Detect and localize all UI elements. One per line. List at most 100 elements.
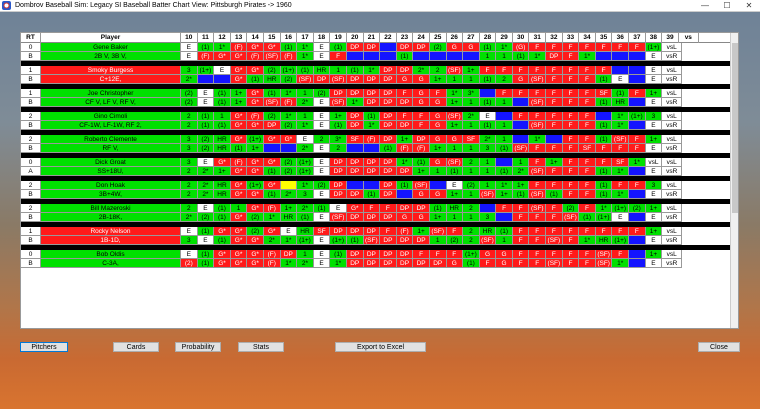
rt-cell: B (21, 259, 41, 268)
probability-button[interactable]: Probability (175, 342, 221, 352)
rt-cell: B (21, 98, 41, 107)
result-cell: F (612, 250, 630, 259)
table-row[interactable]: B RF V, 3 (2) HR (1) 1+ 2* E 2 (1) (F) (F) 1+ 1 1 3 (1) (S… (21, 144, 738, 153)
table-row[interactable]: B C+12E, 2* G* (1) HR (2) (SF) DP (SF) DP DP DP G G 1+ 1… (21, 75, 738, 84)
result-cell: F (595, 158, 613, 167)
result-cell: F (413, 112, 430, 121)
column-header: 34 (579, 33, 596, 43)
result-cell: DP (363, 98, 381, 107)
player-name-cell[interactable]: Smoky Burgess (41, 66, 181, 75)
table-row[interactable]: 1 Rocky Nelson E (1) G* G* (2) G* E HR SF DP DP DP F (F… (21, 227, 738, 236)
cards-button[interactable]: Cards (113, 342, 159, 352)
result-cell (496, 213, 513, 222)
result-cell: 1 (463, 213, 480, 222)
table-row[interactable]: B C-3A, (2) (1) G* G* G* (F) 1* 2* E 1* DP DP DP DP DP DP… (21, 259, 738, 268)
result-cell: (SF) (479, 236, 497, 245)
player-position-cell[interactable]: SS+18U, (41, 167, 181, 176)
result-cell: DP (396, 259, 414, 268)
table-row[interactable]: B 3B+4W, 2 2* HR G* G* (1) 2* 3 E DP DP (1) DP G G 1+ 1 (SF… (21, 190, 738, 199)
vs-cell: vsR (662, 121, 683, 130)
table-row[interactable]: 1 Joe Christopher (2) E (1) 1+ G* (1) 1* 1 (2) DP DP… (21, 89, 738, 98)
player-position-cell[interactable]: CF-1W, LF-1W, RF 2, (41, 121, 181, 130)
table-row[interactable]: 0 Dick Groat 3 E G* (F) G* G* (2) (1+) E DP DP DP DP 1*… (21, 158, 738, 167)
result-cell: F (595, 227, 613, 236)
scrollbar-thumb[interactable] (732, 43, 738, 213)
result-cell: E (645, 259, 663, 268)
player-position-cell[interactable]: C+12E, (41, 75, 181, 84)
player-name-cell[interactable]: Bob Oldis (41, 250, 181, 259)
result-cell: F (529, 236, 547, 245)
column-header: 22 (380, 33, 397, 43)
player-position-cell[interactable]: CF V, LF V, RF V, (41, 98, 181, 107)
table-row[interactable]: B 2B V, 3B V, E (F) G* G* (F) (SF) (F) 1* E F (1) 1 1(… (21, 52, 738, 61)
result-cell: (2) (247, 213, 264, 222)
result-cell: 2 (181, 167, 198, 176)
result-cell: G* (230, 250, 248, 259)
table-row[interactable]: B CF V, LF V, RF V, (2) E (1) 1+ G* (SF) (F) 2* E(… (21, 98, 738, 107)
window-title: Dombrov Baseball Sim: Legacy SI Baseball… (15, 2, 292, 9)
result-cell (429, 181, 447, 190)
player-name-cell[interactable]: Joe Christopher (41, 89, 181, 98)
player-position-cell[interactable]: 3B+4W, (41, 190, 181, 199)
table-row[interactable]: 2 Roberto Clemente 3 (2) HR G* (1+) G* G* E 2 3* SF(… (21, 135, 738, 144)
result-cell: 1* (579, 236, 596, 245)
batter-chart-grid[interactable]: RT Player 10 11 12 13 14 15 16 17 18 19 20 21 22 23 24 25… (20, 32, 739, 329)
player-name-cell[interactable]: Roberto Clemente (41, 135, 181, 144)
result-cell: 1+ (247, 144, 264, 153)
result-cell: DP (380, 89, 397, 98)
player-position-cell[interactable]: 1B-1D, (41, 236, 181, 245)
row-separator (21, 84, 738, 89)
result-cell: DP (363, 227, 381, 236)
pitchers-button[interactable]: Pitchers (20, 342, 68, 352)
table-row[interactable]: 2 Don Hoak 2 2* HR G* (1+) G* 1* (2) DP DP (1) (SF) E(… (21, 181, 738, 190)
player-position-cell[interactable]: 2B-18K, (41, 213, 181, 222)
table-row[interactable]: 1 Smoky Burgess 3 (1+) E G* G* (2) (1+) (1) HR 1 (1)… (21, 66, 738, 75)
result-cell: DP (330, 89, 347, 98)
table-row[interactable]: 2 Gino Cimoli 2 (1) 1 G* (F) (2) 1* 1 E 1+ DP (1) DP F F… (21, 112, 738, 121)
result-cell: DP (380, 75, 397, 84)
vertical-scrollbar[interactable] (730, 33, 738, 328)
table-row[interactable]: 2 Bill Mazeroski 2 E (1) 1 G* (F) 1+ 2* (1) E G* F F DP… (21, 204, 738, 213)
result-cell: DP (396, 66, 414, 75)
player-name-cell[interactable]: Dick Groat (41, 158, 181, 167)
table-row[interactable]: B CF-1W, LF-1W, RF 2, 2 (1) (1) G* G* DP (2) 1* E(… (21, 121, 738, 130)
player-name-cell[interactable]: Don Hoak (41, 181, 181, 190)
table-row[interactable]: 0 Bob Oldis E (1) G* G* G* (F) DP 1 E (1) DP DP DP DP F F… (21, 250, 738, 259)
result-cell: E (313, 98, 331, 107)
result-cell: (F) (396, 144, 414, 153)
vs-cell: vsL (662, 89, 683, 98)
close-window-icon[interactable]: ✕ (745, 0, 753, 10)
close-button[interactable]: Close (698, 342, 740, 352)
table-row[interactable]: B 1B-1D, 3 E (1) G* G* 2* 1* (1+) E (1+) (1) (SF) DP DP… (21, 236, 738, 245)
result-cell: (1+) (463, 250, 480, 259)
vs-cell: vsR (662, 190, 683, 199)
export-to-excel-button[interactable]: Export to Excel (335, 342, 426, 352)
result-cell: F (579, 190, 596, 199)
result-cell: 2 (181, 190, 198, 199)
minimize-icon[interactable]: — (701, 0, 709, 10)
result-cell: (SF) (263, 98, 281, 107)
table-row[interactable]: B 2B-18K, 2* (2) (1) G* (2) 1* HR (1) E (SF) DP DP DP G… (21, 213, 738, 222)
player-position-cell[interactable]: C-3A, (41, 259, 181, 268)
result-cell: (1) (330, 250, 347, 259)
table-row[interactable]: 0 Gene Baker E (1) 1* (F) G* G* (1) 1* E (1) DP DP DP D… (21, 43, 738, 52)
player-name-cell[interactable]: Bill Mazeroski (41, 204, 181, 213)
result-cell: 1* (496, 181, 513, 190)
result-cell: G* (230, 227, 248, 236)
maximize-icon[interactable]: ☐ (723, 0, 731, 10)
result-cell: (2) (280, 121, 298, 130)
stats-button[interactable]: Stats (238, 342, 284, 352)
result-cell: 1 (330, 66, 347, 75)
result-cell: (SF) (529, 167, 547, 176)
player-name-cell[interactable]: Gene Baker (41, 43, 181, 52)
result-cell: G* (280, 135, 298, 144)
player-position-cell[interactable]: RF V, (41, 144, 181, 153)
player-name-cell[interactable]: Rocky Nelson (41, 227, 181, 236)
result-cell: (1) (479, 75, 497, 84)
table-row[interactable]: A SS+18U, 2 2* 1+ G* G* (1) (2) (1+) E DP DP DP DP DP 1+… (21, 167, 738, 176)
result-cell: F (612, 227, 630, 236)
result-cell: E (181, 52, 198, 61)
player-name-cell[interactable]: Gino Cimoli (41, 112, 181, 121)
player-position-cell[interactable]: 2B V, 3B V, (41, 52, 181, 61)
result-cell: HR (479, 227, 497, 236)
